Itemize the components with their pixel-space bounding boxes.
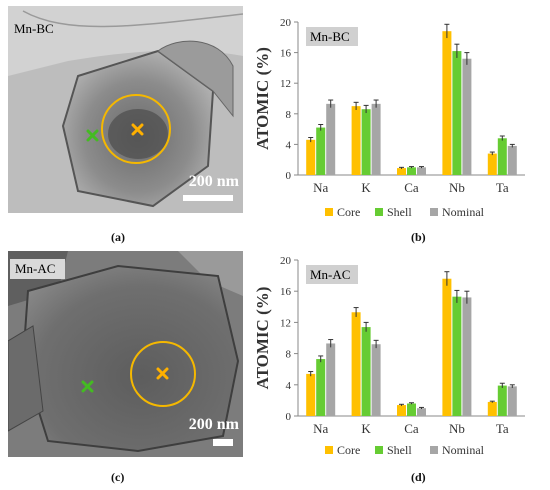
bar-nominal-ta: [507, 145, 517, 175]
y-tick-label: 4: [286, 380, 292, 392]
x-tick-label: Ca: [404, 421, 419, 436]
x-tick-label: K: [361, 180, 371, 195]
bar-core-na: [306, 373, 316, 416]
bar-shell-ta: [497, 385, 507, 416]
bar-nominal-ta: [507, 386, 517, 416]
chart-title-box: [306, 27, 358, 46]
bar-shell-na: [316, 359, 326, 416]
bar-core-na: [306, 139, 316, 175]
bar-nominal-k: [371, 103, 381, 175]
y-tick-label: 8: [286, 109, 292, 121]
y-tick-label: 0: [286, 411, 292, 423]
bar-core-nb: [442, 278, 452, 416]
y-tick-label: 12: [280, 317, 291, 329]
y-tick-label: 12: [280, 78, 291, 90]
bar-nominal-nb: [462, 297, 472, 416]
bar-nominal-na: [326, 103, 336, 175]
legend-label-core: Core: [337, 205, 360, 219]
legend-swatch-nominal: [430, 208, 438, 216]
y-tick-label: 0: [286, 170, 292, 182]
legend-swatch-shell: [375, 446, 383, 454]
chart-title-box: [306, 265, 358, 284]
panel-label-d: (d): [411, 470, 426, 484]
bar-core-nb: [442, 31, 452, 176]
micrograph-mn-bc: Mn-BC 200 nm: [8, 6, 243, 213]
bar-shell-ta: [497, 138, 507, 175]
scale-bar-label-a: 200 nm: [188, 173, 239, 190]
y-tick-label: 8: [286, 349, 292, 361]
y-axis-label: ATOMIC (%): [253, 287, 272, 390]
legend-swatch-nominal: [430, 446, 438, 454]
bar-core-ta: [487, 153, 497, 175]
scale-bar-label-c: 200 nm: [188, 416, 239, 433]
x-tick-label: K: [361, 421, 371, 436]
legend-label-nominal: Nominal: [442, 205, 485, 219]
bar-nominal-nb: [462, 58, 472, 175]
panel-label-b: (b): [411, 230, 426, 244]
bar-shell-k: [361, 109, 371, 175]
panel-label-a: (a): [111, 230, 125, 244]
bar-core-ta: [487, 401, 497, 416]
bar-core-ca: [397, 168, 406, 175]
bar-shell-nb: [452, 51, 462, 175]
chart-title: Mn-AC: [310, 267, 350, 282]
x-tick-label: Na: [313, 180, 328, 195]
micrograph-mn-ac: Mn-AC 200 nm: [8, 251, 243, 457]
micrograph-mn-bc-image: [8, 6, 243, 213]
bar-core-k: [351, 106, 361, 175]
x-tick-label: Nb: [449, 180, 465, 195]
bar-nominal-k: [371, 344, 381, 416]
y-tick-label: 16: [280, 286, 292, 298]
x-tick-label: Ta: [496, 421, 509, 436]
bar-nominal-ca: [417, 167, 426, 175]
bar-shell-na: [316, 127, 326, 175]
x-tick-label: Ca: [404, 180, 419, 195]
x-tick-label: Na: [313, 421, 328, 436]
y-axis-label: ATOMIC (%): [253, 47, 272, 150]
sample-tag-mn-bc: Mn-BC: [14, 21, 54, 36]
bar-shell-ca: [407, 403, 416, 416]
bar-shell-ca: [407, 167, 416, 175]
y-tick-label: 16: [280, 48, 292, 60]
x-tick-label: Ta: [496, 180, 509, 195]
panel-label-c: (c): [111, 470, 125, 484]
legend-swatch-core: [325, 208, 333, 216]
y-tick-label: 20: [280, 255, 292, 267]
bar-nominal-na: [326, 343, 336, 416]
sample-tag-mn-ac: Mn-AC: [10, 259, 66, 279]
y-tick-label: 4: [286, 139, 292, 151]
bar-chart-mn-bc: ATOMIC (%) 0 4 8 12 16 20 Na K Ca Nb Ta Mn-BC Core She…: [253, 17, 525, 219]
bar-shell-nb: [452, 296, 462, 416]
legend-swatch-core: [325, 446, 333, 454]
y-tick-label: 20: [280, 17, 292, 29]
bar-nominal-ca: [417, 408, 426, 416]
legend-label-core: Core: [337, 443, 360, 457]
x-tick-label: Nb: [449, 421, 465, 436]
chart-title: Mn-BC: [310, 29, 350, 44]
legend-swatch-shell: [375, 208, 383, 216]
legend-label-shell: Shell: [387, 443, 412, 457]
bar-core-k: [351, 312, 361, 416]
bar-shell-k: [361, 327, 371, 416]
bar-core-ca: [397, 405, 406, 416]
legend-label-shell: Shell: [387, 205, 412, 219]
bar-chart-mn-ac: ATOMIC (%) 0 4 8 12 16 20 Na K Ca Nb Ta Mn-AC Core She…: [253, 255, 525, 457]
legend-label-nominal: Nominal: [442, 443, 485, 457]
micrograph-mn-ac-image: [8, 251, 243, 457]
